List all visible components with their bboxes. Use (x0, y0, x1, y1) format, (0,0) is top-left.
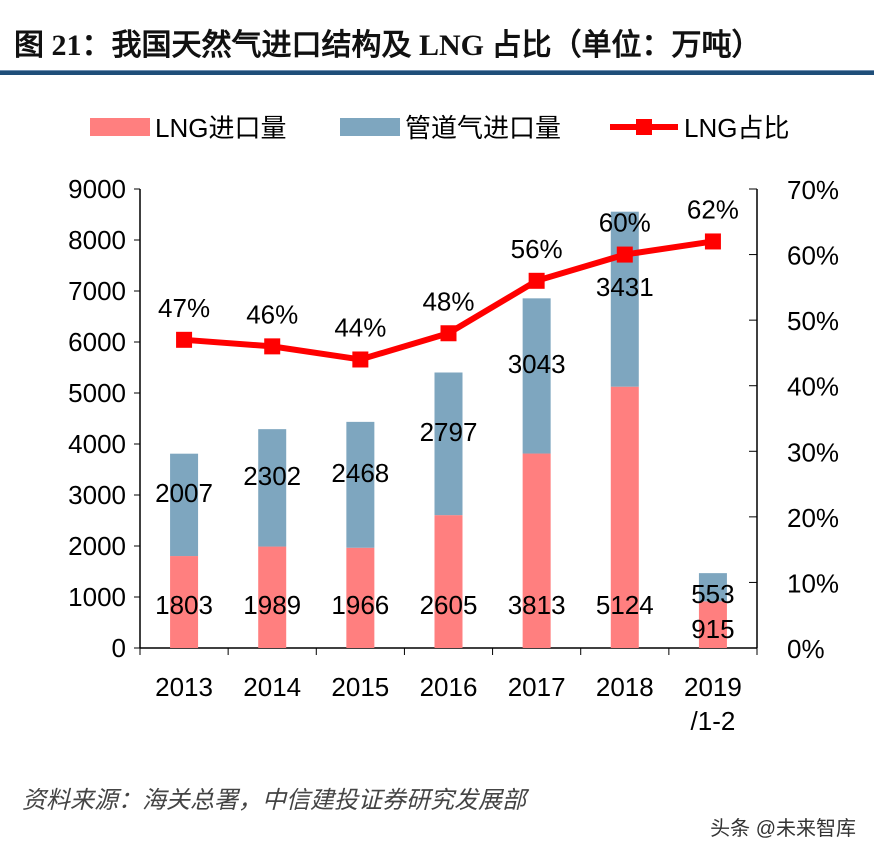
data-label-share: 60% (599, 208, 651, 238)
bar-lng (698, 601, 727, 648)
legend-marker-share (636, 119, 652, 135)
x-tick-label: 2018 (596, 672, 654, 702)
line-marker (616, 246, 633, 263)
data-label-lng: 2605 (420, 590, 478, 620)
right-tick-label: 70% (787, 175, 839, 205)
right-tick-label: 40% (787, 372, 839, 402)
bar-lng (610, 386, 639, 648)
x-tick-label: 2014 (243, 672, 301, 702)
x-tick-label: 2015 (331, 672, 389, 702)
left-tick-label: 6000 (68, 327, 126, 357)
data-label-share: 62% (687, 194, 739, 224)
bar-pipeline (610, 211, 639, 387)
data-label-pipeline: 2007 (155, 478, 213, 508)
x-tick-label: 2019 (684, 672, 742, 702)
bar-lng (170, 556, 199, 648)
data-label-share: 48% (422, 286, 474, 316)
left-tick-label: 1000 (68, 582, 126, 612)
line-marker (440, 325, 457, 342)
line-marker (176, 331, 193, 348)
right-tick-label: 60% (787, 241, 839, 271)
line-marker (528, 272, 545, 289)
data-label-pipeline: 2302 (243, 461, 301, 491)
data-label-share: 56% (511, 234, 563, 264)
x-tick-label: 2017 (508, 672, 566, 702)
data-label-pipeline: 3431 (596, 272, 654, 302)
legend-label-lng: LNG进口量 (155, 113, 286, 143)
line-marker (352, 351, 369, 368)
line-marker (264, 338, 281, 355)
chart-title: 图 21：我国天然气进口结构及 LNG 占比（单位：万吨） (14, 29, 762, 62)
right-tick-label: 0% (787, 634, 825, 664)
left-tick-label: 4000 (68, 429, 126, 459)
data-label-lng: 5124 (596, 590, 654, 620)
data-label-share: 44% (334, 312, 386, 342)
left-tick-label: 2000 (68, 531, 126, 561)
data-label-lng: 3813 (508, 590, 566, 620)
bar-lng (522, 453, 551, 648)
data-label-lng: 1989 (243, 590, 301, 620)
legend-swatch-pipeline (340, 118, 400, 136)
left-tick-label: 0 (112, 633, 126, 663)
data-label-pipeline: 553 (691, 579, 734, 609)
data-label-pipeline: 2797 (420, 417, 478, 447)
x-tick-label: 2016 (420, 672, 478, 702)
left-tick-label: 5000 (68, 378, 126, 408)
legend-swatch-lng (90, 118, 150, 136)
bar-pipeline (346, 421, 375, 548)
data-label-lng: 915 (691, 614, 734, 644)
data-label-pipeline: 2468 (331, 458, 389, 488)
bar-pipeline (522, 298, 551, 454)
right-tick-label: 10% (787, 568, 839, 598)
legend-label-pipeline: 管道气进口量 (405, 113, 561, 143)
right-tick-label: 30% (787, 437, 839, 467)
data-label-share: 47% (158, 293, 210, 323)
title-divider (0, 70, 874, 75)
data-label-share: 46% (246, 299, 298, 329)
left-tick-label: 7000 (68, 276, 126, 306)
legend-label-share: LNG占比 (684, 113, 789, 143)
left-tick-label: 9000 (68, 174, 126, 204)
data-label-lng: 1803 (155, 590, 213, 620)
bar-pipeline (434, 372, 463, 516)
line-marker (704, 233, 721, 250)
bar-pipeline (258, 429, 287, 547)
bar-lng (258, 546, 287, 648)
source-note: 资料来源：海关总署，中信建投证券研究发展部 (22, 786, 526, 814)
bar-pipeline (170, 453, 199, 557)
left-tick-label: 3000 (68, 480, 126, 510)
bar-lng (346, 547, 375, 648)
x-tick-label: 2013 (155, 672, 213, 702)
data-label-lng: 1966 (331, 590, 389, 620)
data-label-pipeline: 3043 (508, 349, 566, 379)
right-tick-label: 50% (787, 306, 839, 336)
x-tick-label: /1-2 (691, 706, 736, 736)
bar-pipeline (698, 573, 727, 602)
left-tick-label: 8000 (68, 225, 126, 255)
watermark: 头条 @未来智库 (710, 818, 856, 840)
bar-lng (434, 515, 463, 648)
right-tick-label: 20% (787, 503, 839, 533)
